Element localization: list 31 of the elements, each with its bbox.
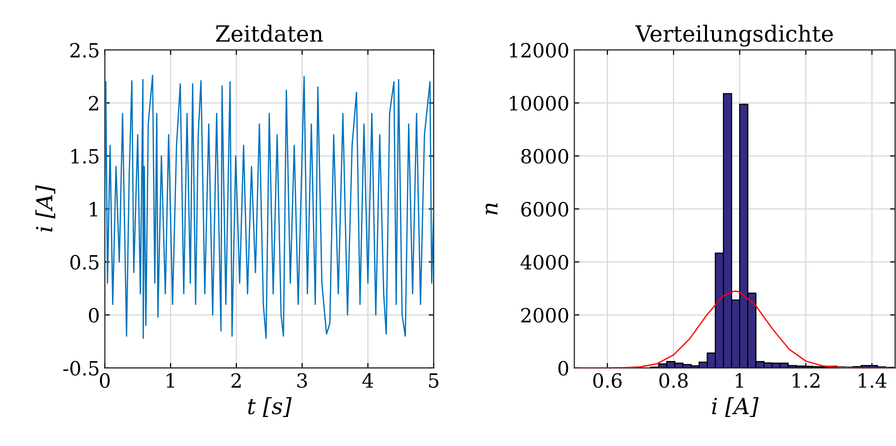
y-tick-label: 2000 (521, 308, 568, 323)
y-tick-label: 2.5 (70, 42, 98, 58)
y-tick-label: 4000 (520, 254, 568, 270)
y-tick-label: 1 (90, 202, 98, 216)
x-tick-label: 2 (232, 373, 241, 388)
y-tick-label: 0 (88, 308, 99, 323)
y-tick-label: 12000 (510, 42, 568, 58)
y-tick-label: 8000 (521, 148, 568, 164)
x-axis-title: t [s] (248, 397, 292, 417)
y-axis-title: n (486, 203, 498, 215)
x-tick-label: 0.8 (659, 373, 688, 388)
y-tick-label: 0.5 (70, 254, 98, 270)
y-axis-title: i [A] (35, 185, 56, 232)
chart-title: Zeitdaten (216, 24, 323, 42)
x-tick-label: 0.6 (593, 373, 622, 388)
y-tick-label: 1.5 (71, 148, 98, 164)
y-tick-label: 0 (558, 360, 568, 376)
y-tick-label: 2 (88, 96, 98, 110)
y-tick-label: 6000 (521, 202, 568, 217)
x-tick-label: 1 (166, 373, 174, 388)
x-tick-label: 3 (297, 373, 307, 388)
x-tick-label: 1.4 (858, 373, 886, 388)
x-tick-label: 4 (362, 373, 374, 388)
x-tick-label: 1.2 (792, 373, 820, 388)
y-tick-label: -0.5 (63, 360, 98, 376)
x-tick-label: 5 (429, 373, 438, 388)
y-tick-label: 10000 (510, 96, 568, 111)
x-axis-title: i [A] (712, 397, 759, 417)
x-tick-label: 0 (100, 373, 110, 388)
x-tick-label: 1 (736, 373, 744, 388)
chart-title: Verteilungsdichte (635, 24, 833, 47)
